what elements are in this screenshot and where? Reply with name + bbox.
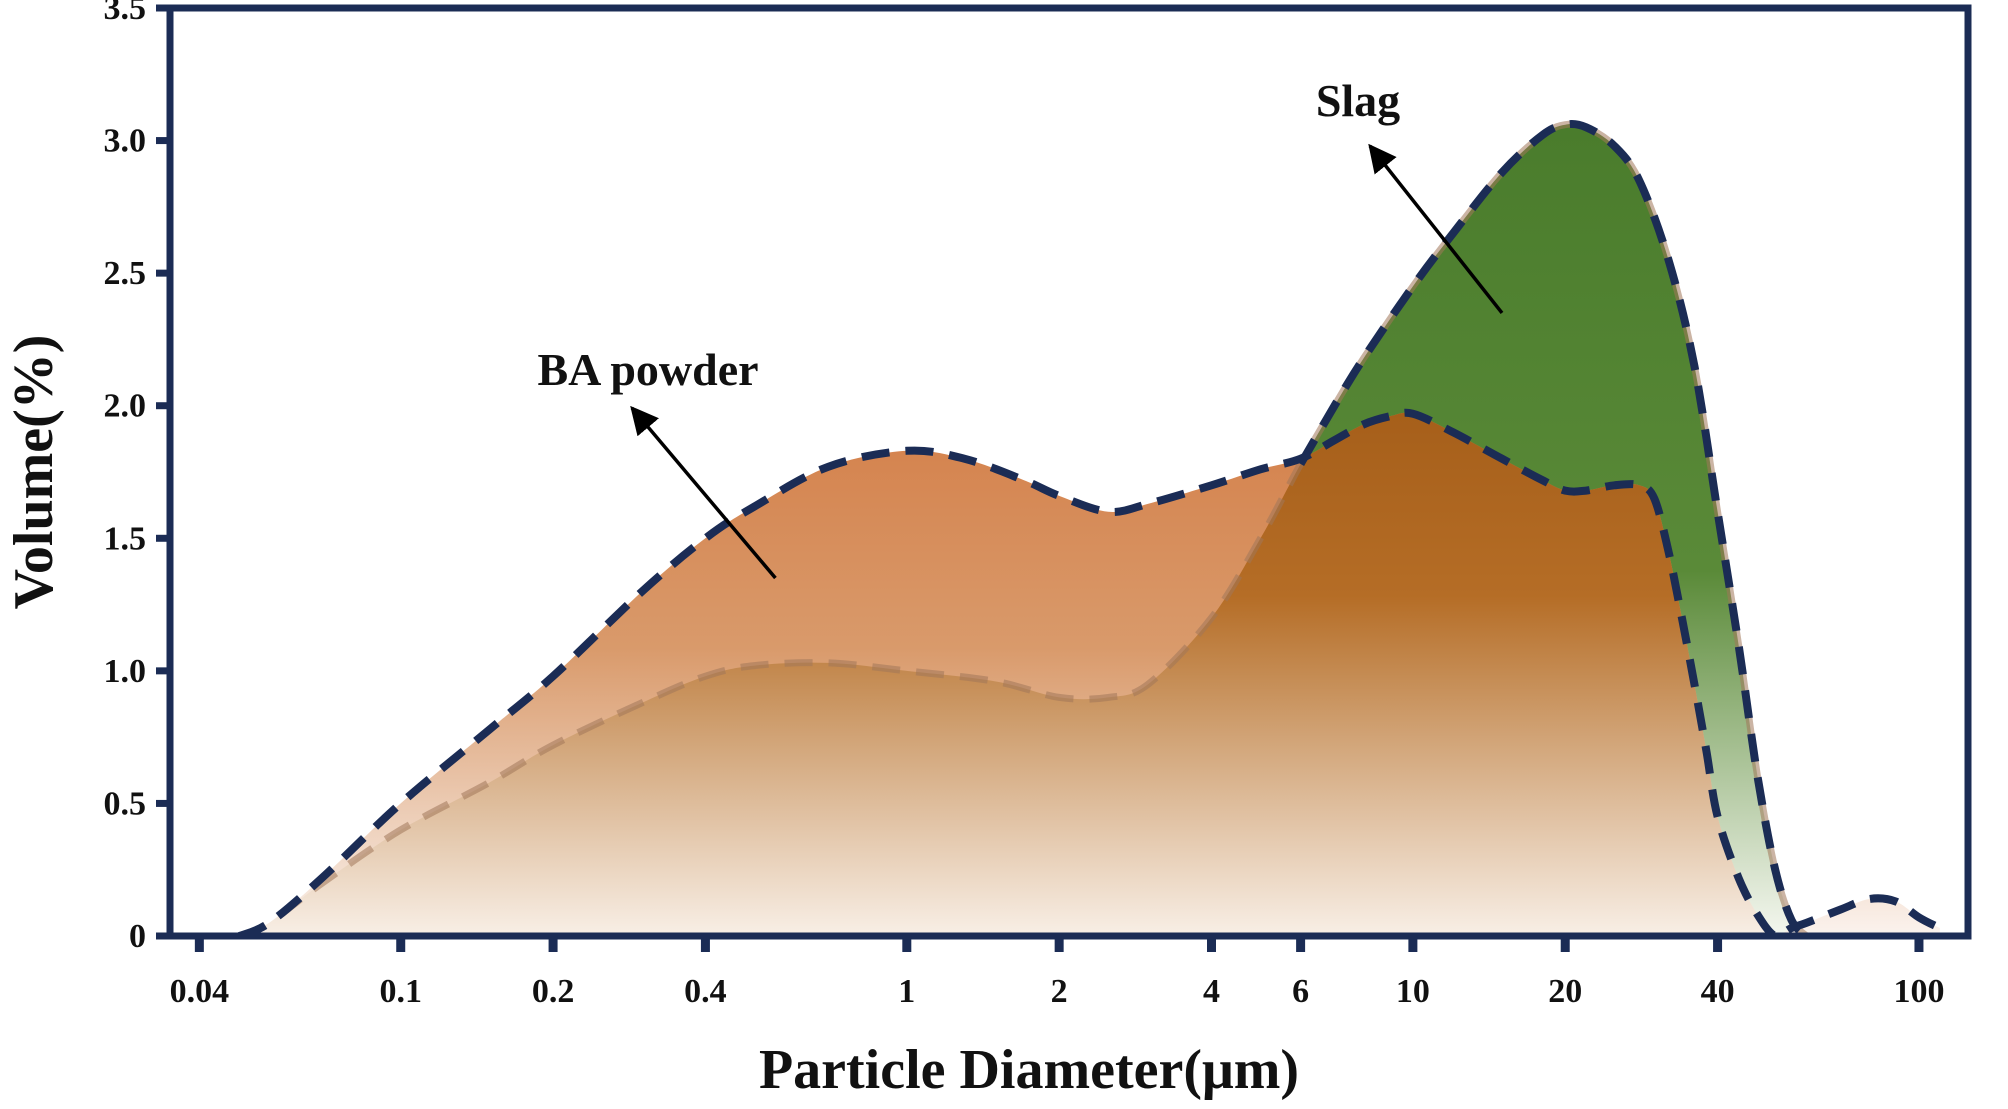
- x-tick-label: 0.2: [532, 973, 575, 1010]
- y-tick-label: 2.5: [104, 255, 147, 292]
- plot-frame: [166, 4, 1972, 940]
- x-tick-label: 10: [1396, 973, 1430, 1010]
- x-tick-label: 100: [1893, 973, 1944, 1010]
- slag-annotation: Slag: [1316, 75, 1400, 126]
- y-tick-label: 0: [129, 918, 146, 955]
- x-tick-label: 40: [1701, 973, 1735, 1010]
- x-tick-label: 2: [1051, 973, 1068, 1010]
- y-tick-label: 2.0: [104, 388, 147, 425]
- ba-powder-annotation: BA powder: [537, 344, 758, 395]
- y-tick-label: 1.0: [104, 653, 147, 690]
- ba-powder-arrow: [630, 405, 777, 580]
- y-tick-label: 1.5: [104, 520, 147, 557]
- y-tick-label: 0.5: [104, 785, 147, 822]
- x-tick-label: 20: [1548, 973, 1582, 1010]
- y-tick-label: 3.0: [104, 123, 147, 160]
- ba-powder-line: [237, 408, 1942, 936]
- x-tick-label: 0.1: [379, 973, 422, 1010]
- x-tick-label: 4: [1203, 973, 1220, 1010]
- y-tick-label: 3.5: [104, 0, 147, 27]
- x-tick-label: 1: [898, 973, 915, 1010]
- x-tick-label: 0.4: [684, 973, 727, 1010]
- x-tick-label: 0.04: [170, 973, 230, 1010]
- y-axis-title: Volume(%): [3, 335, 65, 610]
- x-tick-label: 6: [1292, 973, 1309, 1010]
- slag-arrow: [1368, 143, 1504, 314]
- x-axis-title: Particle Diameter(μm): [759, 1039, 1299, 1101]
